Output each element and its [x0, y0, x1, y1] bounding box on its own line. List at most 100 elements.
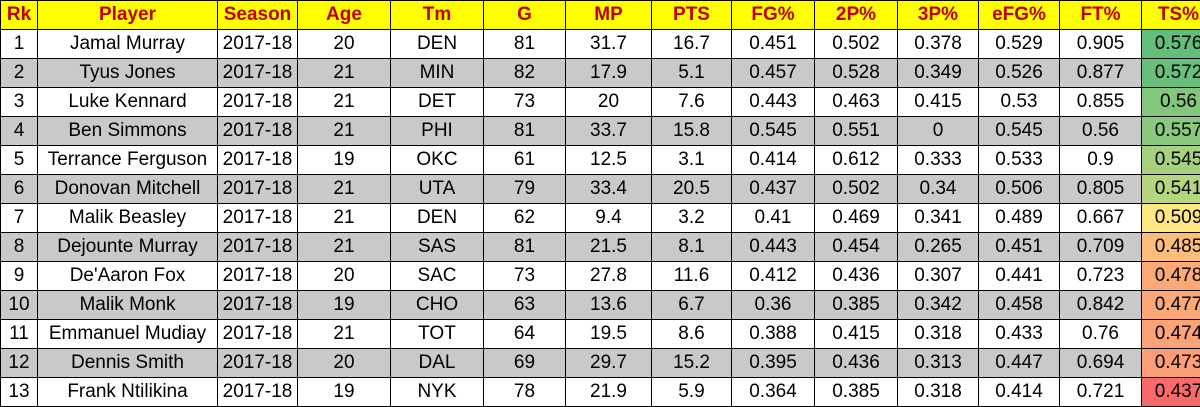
- cell-fg-pct: 0.41: [731, 203, 815, 233]
- cell-ft-pct: 0.709: [1059, 232, 1142, 262]
- cell-rank: 1: [0, 29, 38, 59]
- cell-points: 8.1: [651, 232, 732, 262]
- cell-3p-pct: 0.34: [897, 174, 979, 204]
- header-row: Rk Player Season Age Tm G MP PTS FG% 2P% 3P% eFG% FT…: [0, 0, 1200, 30]
- cell-player: Dennis Smith: [37, 348, 218, 378]
- cell-player: Ben Simmons: [37, 116, 218, 146]
- cell-player: De'Aaron Fox: [37, 261, 218, 291]
- cell-age: 19: [297, 377, 391, 407]
- cell-3p-pct: 0.349: [897, 58, 979, 88]
- column-header-points[interactable]: PTS: [651, 0, 732, 30]
- cell-fg-pct: 0.36: [731, 290, 815, 320]
- table-row: 6 Donovan Mitchell 2017-18 21 UTA 79 33.4 20.5 0…: [0, 174, 1200, 204]
- cell-team: OKC: [390, 145, 484, 175]
- cell-player: Emmanuel Mudiay: [37, 319, 218, 349]
- cell-ts-pct: 0.56: [1141, 87, 1200, 117]
- cell-minutes: 29.7: [565, 348, 652, 378]
- cell-season: 2017-18: [217, 319, 298, 349]
- cell-ft-pct: 0.855: [1059, 87, 1142, 117]
- cell-fg-pct: 0.545: [731, 116, 815, 146]
- cell-2p-pct: 0.454: [814, 232, 898, 262]
- column-header-player[interactable]: Player: [37, 0, 218, 30]
- column-header-3p-pct[interactable]: 3P%: [897, 0, 979, 30]
- column-header-age[interactable]: Age: [297, 0, 391, 30]
- cell-efg-pct: 0.433: [978, 319, 1060, 349]
- cell-ft-pct: 0.723: [1059, 261, 1142, 291]
- cell-fg-pct: 0.388: [731, 319, 815, 349]
- column-header-fg-pct[interactable]: FG%: [731, 0, 815, 30]
- cell-points: 11.6: [651, 261, 732, 291]
- cell-fg-pct: 0.457: [731, 58, 815, 88]
- column-header-season[interactable]: Season: [217, 0, 298, 30]
- cell-ts-pct: 0.576: [1141, 29, 1200, 59]
- cell-points: 15.8: [651, 116, 732, 146]
- cell-points: 3.2: [651, 203, 732, 233]
- cell-3p-pct: 0.415: [897, 87, 979, 117]
- column-header-minutes[interactable]: MP: [565, 0, 652, 30]
- cell-ft-pct: 0.694: [1059, 348, 1142, 378]
- cell-2p-pct: 0.502: [814, 29, 898, 59]
- cell-minutes: 12.5: [565, 145, 652, 175]
- cell-2p-pct: 0.385: [814, 377, 898, 407]
- cell-3p-pct: 0.378: [897, 29, 979, 59]
- column-header-games[interactable]: G: [483, 0, 566, 30]
- cell-3p-pct: 0.307: [897, 261, 979, 291]
- column-header-ft-pct[interactable]: FT%: [1059, 0, 1142, 30]
- cell-season: 2017-18: [217, 58, 298, 88]
- cell-age: 19: [297, 145, 391, 175]
- table-row: 8 Dejounte Murray 2017-18 21 SAS 81 21.5 8.1 0.4…: [0, 232, 1200, 262]
- cell-minutes: 17.9: [565, 58, 652, 88]
- cell-ft-pct: 0.9: [1059, 145, 1142, 175]
- cell-ft-pct: 0.905: [1059, 29, 1142, 59]
- cell-fg-pct: 0.437: [731, 174, 815, 204]
- cell-season: 2017-18: [217, 377, 298, 407]
- cell-season: 2017-18: [217, 145, 298, 175]
- cell-season: 2017-18: [217, 232, 298, 262]
- cell-points: 15.2: [651, 348, 732, 378]
- cell-team: DEN: [390, 29, 484, 59]
- cell-season: 2017-18: [217, 290, 298, 320]
- cell-3p-pct: 0.341: [897, 203, 979, 233]
- cell-2p-pct: 0.463: [814, 87, 898, 117]
- cell-team: DAL: [390, 348, 484, 378]
- cell-efg-pct: 0.458: [978, 290, 1060, 320]
- cell-age: 21: [297, 319, 391, 349]
- column-header-2p-pct[interactable]: 2P%: [814, 0, 898, 30]
- cell-games: 63: [483, 290, 566, 320]
- cell-ts-pct: 0.437: [1141, 377, 1200, 407]
- cell-efg-pct: 0.533: [978, 145, 1060, 175]
- cell-age: 20: [297, 29, 391, 59]
- cell-team: DET: [390, 87, 484, 117]
- table-row: 10 Malik Monk 2017-18 19 CHO 63 13.6 6.7 0.36 0.3…: [0, 290, 1200, 320]
- cell-2p-pct: 0.612: [814, 145, 898, 175]
- column-header-rank[interactable]: Rk: [0, 0, 38, 30]
- cell-points: 20.5: [651, 174, 732, 204]
- cell-ft-pct: 0.667: [1059, 203, 1142, 233]
- cell-ft-pct: 0.805: [1059, 174, 1142, 204]
- cell-games: 81: [483, 29, 566, 59]
- cell-minutes: 21.9: [565, 377, 652, 407]
- cell-player: Frank Ntilikina: [37, 377, 218, 407]
- cell-2p-pct: 0.436: [814, 261, 898, 291]
- cell-minutes: 13.6: [565, 290, 652, 320]
- cell-efg-pct: 0.451: [978, 232, 1060, 262]
- cell-rank: 11: [0, 319, 38, 349]
- cell-2p-pct: 0.528: [814, 58, 898, 88]
- cell-ft-pct: 0.842: [1059, 290, 1142, 320]
- cell-ft-pct: 0.76: [1059, 319, 1142, 349]
- cell-games: 81: [483, 116, 566, 146]
- column-header-ts-pct[interactable]: TS%: [1141, 0, 1200, 30]
- cell-efg-pct: 0.489: [978, 203, 1060, 233]
- cell-minutes: 33.4: [565, 174, 652, 204]
- cell-points: 5.9: [651, 377, 732, 407]
- cell-season: 2017-18: [217, 348, 298, 378]
- cell-ft-pct: 0.56: [1059, 116, 1142, 146]
- table-row: 2 Tyus Jones 2017-18 21 MIN 82 17.9 5.1 0.457 0.5…: [0, 58, 1200, 88]
- column-header-team[interactable]: Tm: [390, 0, 484, 30]
- cell-age: 20: [297, 348, 391, 378]
- cell-minutes: 20: [565, 87, 652, 117]
- column-header-efg-pct[interactable]: eFG%: [978, 0, 1060, 30]
- cell-efg-pct: 0.441: [978, 261, 1060, 291]
- cell-season: 2017-18: [217, 29, 298, 59]
